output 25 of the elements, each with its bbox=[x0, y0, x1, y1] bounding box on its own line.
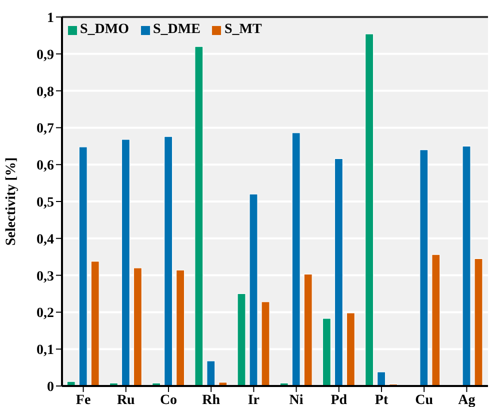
y-tick-label: 0,5 bbox=[36, 195, 54, 210]
x-tick-label: Fe bbox=[76, 392, 91, 407]
y-tick-label: 0,1 bbox=[36, 343, 54, 358]
x-tick-label: Ir bbox=[248, 392, 260, 407]
x-tick-label: Pt bbox=[374, 392, 388, 407]
y-tick-label: 0 bbox=[47, 380, 54, 395]
y-tick-label: 0,9 bbox=[36, 48, 54, 63]
y-tick-label: 1 bbox=[47, 10, 54, 26]
legend-label: S_MT bbox=[224, 22, 262, 38]
x-tick-label: Ru bbox=[116, 392, 136, 407]
y-tick-label: 0,4 bbox=[36, 232, 54, 248]
x-tick-label: Pd bbox=[330, 392, 348, 407]
y-tick-label: 0,6 bbox=[36, 158, 54, 174]
legend-label: S_DMO bbox=[80, 22, 129, 38]
y-tick-label: 0,2 bbox=[36, 306, 54, 322]
y-tick-label: 0,3 bbox=[36, 269, 54, 284]
x-tick-label: Co bbox=[160, 392, 178, 407]
x-tick-label: Cu bbox=[415, 392, 434, 407]
y-tick-label: 0,8 bbox=[36, 84, 54, 100]
y-tick-label: 0,7 bbox=[36, 122, 54, 137]
x-tick-label: Ni bbox=[289, 392, 304, 407]
legend-label: S_DME bbox=[153, 22, 200, 38]
x-tick-label: Rh bbox=[202, 392, 220, 407]
y-axis-title: Selectivity [%] bbox=[4, 157, 19, 246]
x-tick-label: Ag bbox=[458, 392, 476, 407]
